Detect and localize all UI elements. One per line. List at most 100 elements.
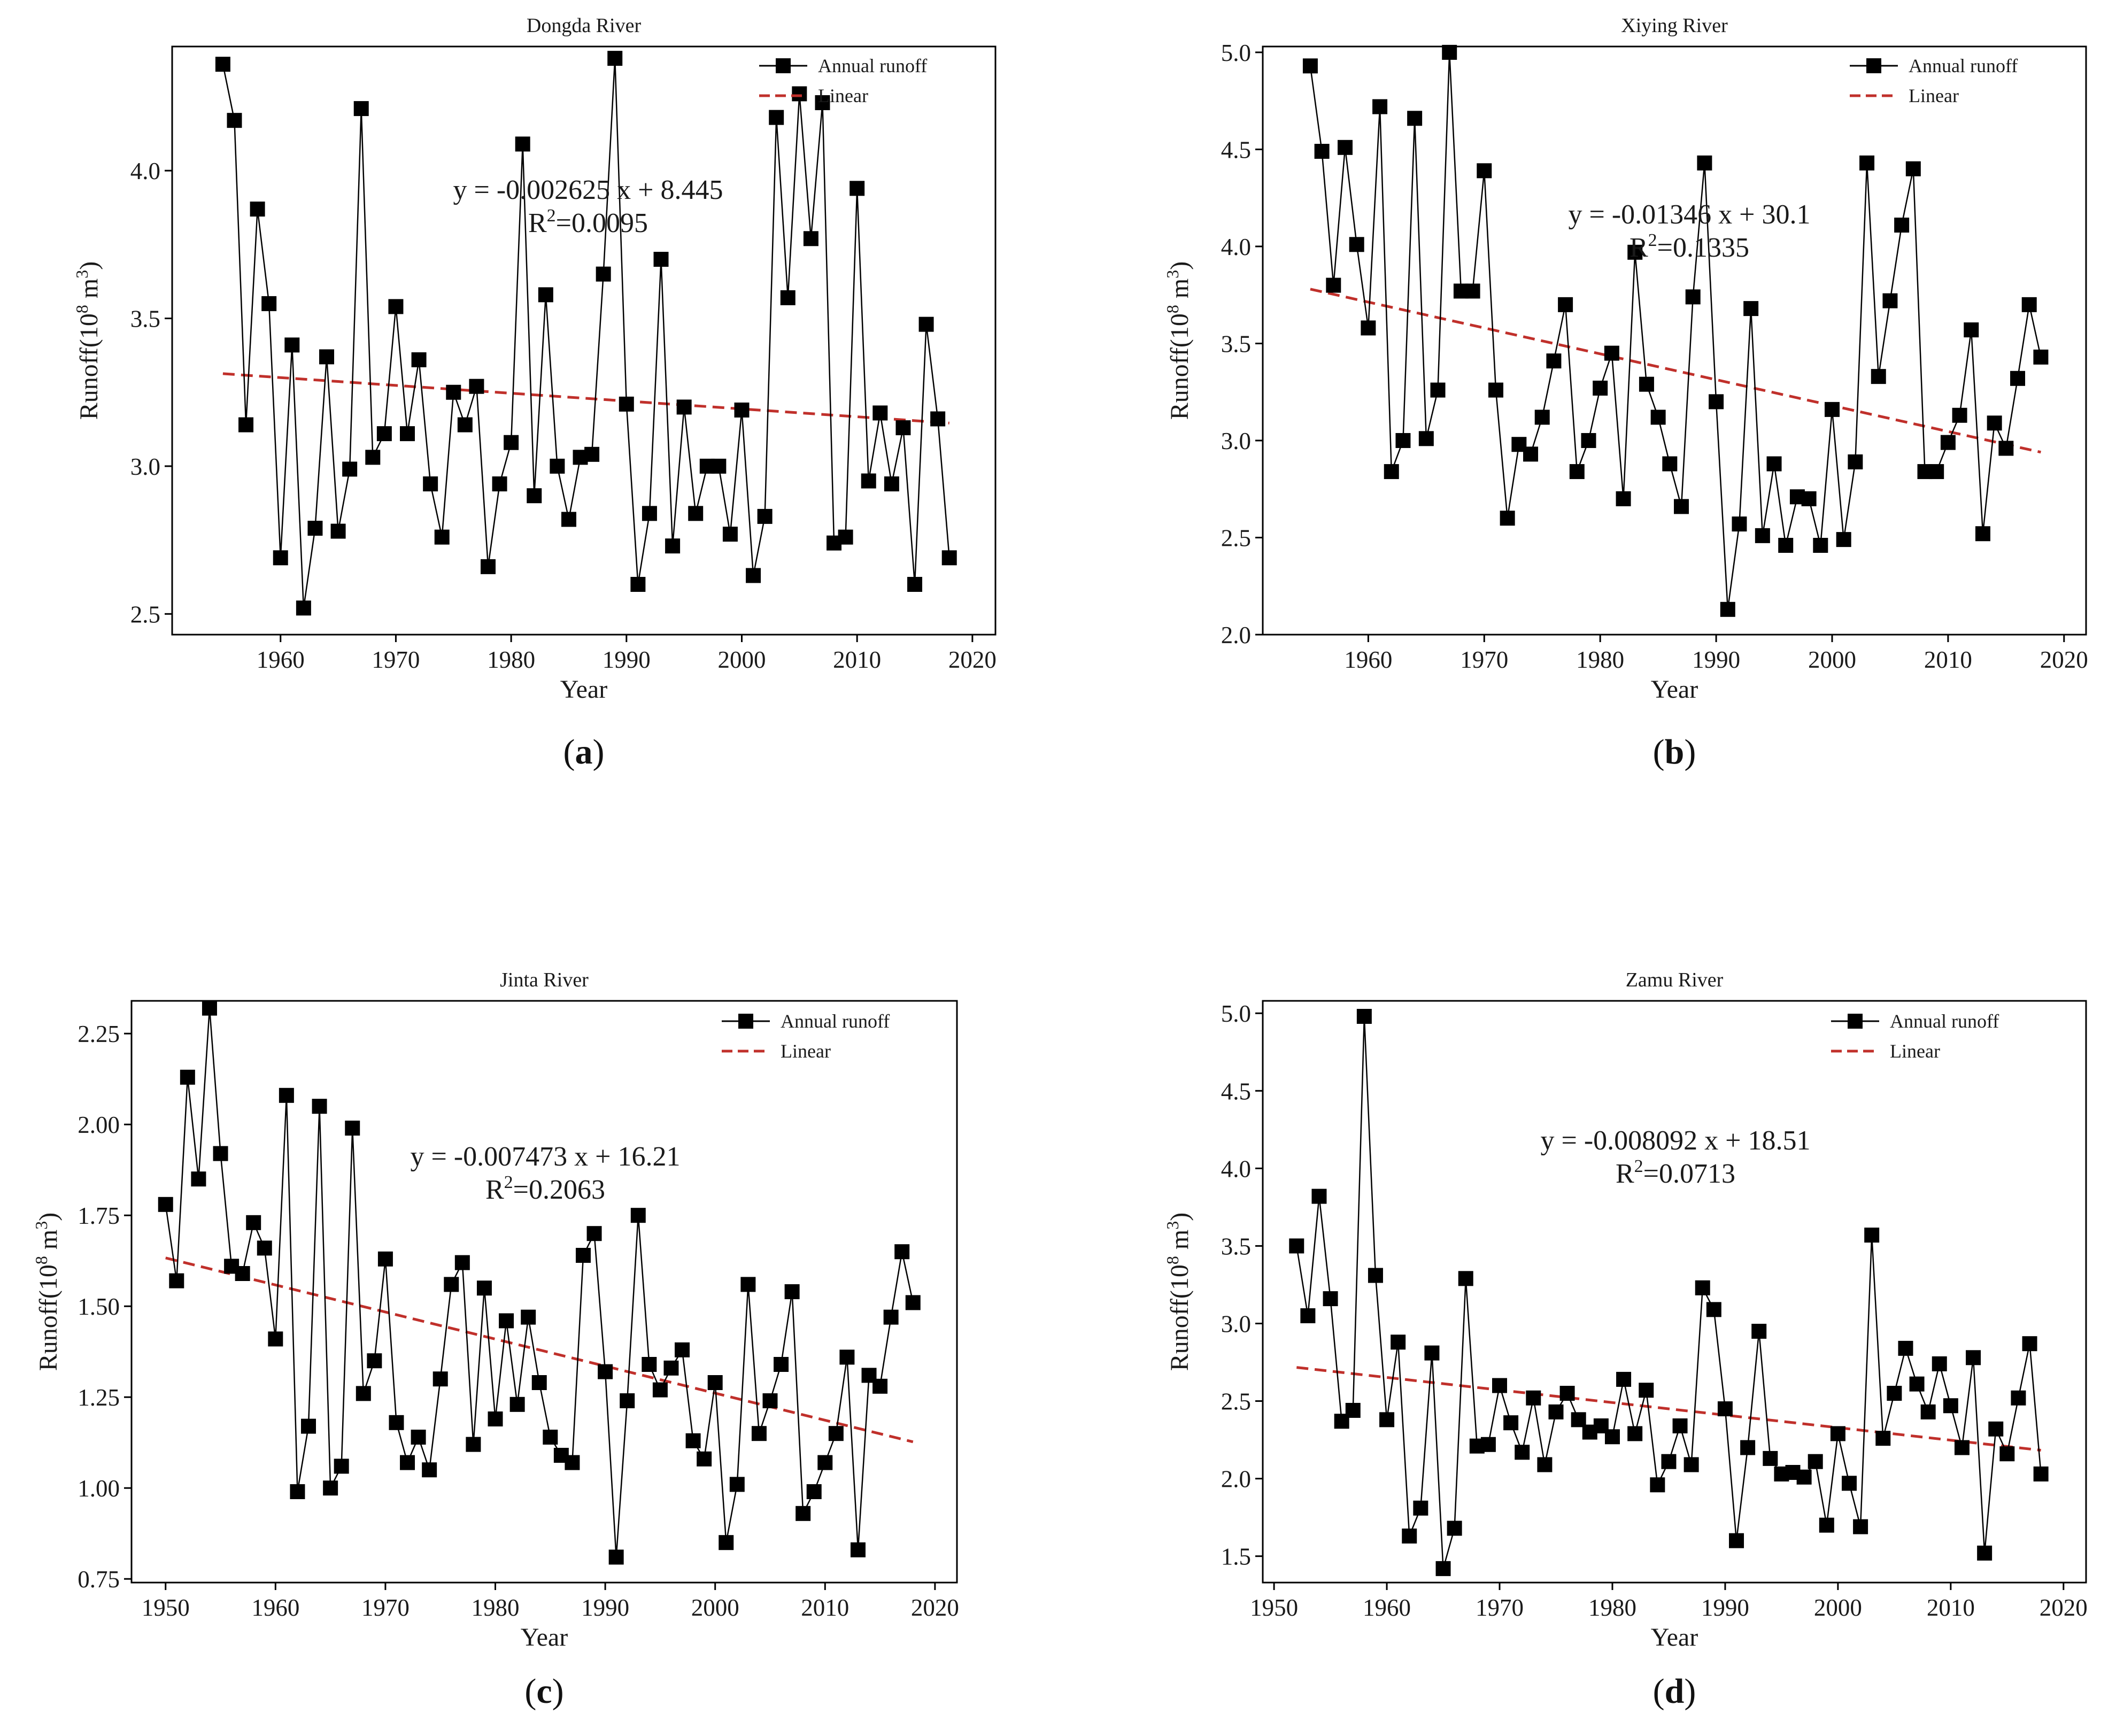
x-tick-label: 1980 [472, 1594, 520, 1621]
data-point [509, 1396, 525, 1412]
data-point [1824, 402, 1840, 417]
data-point [301, 1418, 316, 1434]
data-point [1755, 528, 1770, 543]
data-point [538, 287, 553, 303]
chart-title: Dongda River [527, 14, 642, 37]
data-point [334, 1459, 349, 1474]
data-point [1932, 1356, 1947, 1371]
x-axis-label: Year [1651, 1623, 1698, 1652]
data-point [1391, 1334, 1406, 1350]
data-point [905, 1295, 921, 1310]
y-tick-label: 1.00 [78, 1475, 120, 1502]
data-point [1998, 441, 2014, 456]
data-point [444, 1277, 459, 1292]
data-point [1379, 1412, 1395, 1428]
data-point [1424, 1345, 1440, 1361]
data-point [1465, 283, 1480, 299]
x-tick-label: 1970 [1476, 1594, 1524, 1621]
y-tick-label: 2.25 [78, 1021, 120, 1047]
data-point [1323, 1291, 1338, 1307]
data-point [1796, 1469, 1812, 1485]
y-tick-label: 5.0 [1221, 1000, 1251, 1027]
data-point [1356, 1009, 1372, 1024]
x-tick-label: 1980 [1576, 646, 1624, 673]
x-tick-label: 2000 [717, 646, 766, 673]
legend-series-marker [738, 1014, 753, 1029]
legend-series-marker [1866, 58, 1881, 73]
data-point [202, 1000, 217, 1016]
data-point [751, 1426, 767, 1441]
data-point [376, 426, 392, 442]
y-tick-label: 2.5 [1221, 524, 1251, 551]
series-line [1309, 52, 2042, 609]
data-point [586, 1226, 602, 1241]
data-point [250, 202, 265, 217]
series-line [165, 1008, 914, 1557]
data-point [1988, 1421, 2004, 1437]
data-point [1477, 163, 1492, 179]
data-point [839, 1349, 855, 1365]
data-point [941, 550, 957, 566]
data-point [1717, 1401, 1733, 1417]
data-point [353, 101, 369, 117]
data-point [607, 51, 623, 66]
y-tick-label: 4.5 [1221, 136, 1251, 163]
data-point [1604, 345, 1619, 361]
data-point [521, 1309, 536, 1325]
y-tick-label: 1.50 [78, 1293, 120, 1320]
regression-equation: y = -0.01346 x + 30.1 [1569, 199, 1811, 230]
data-point [1480, 1437, 1496, 1452]
data-point [688, 506, 704, 521]
data-point [1616, 1371, 1632, 1387]
data-point [1894, 217, 1910, 233]
data-point [191, 1171, 206, 1187]
legend-series-marker [1848, 1014, 1863, 1029]
data-point [2022, 1336, 2037, 1352]
y-tick-label: 1.75 [78, 1202, 120, 1229]
data-point [907, 577, 923, 592]
data-point [1729, 1533, 1744, 1548]
data-point [784, 1284, 800, 1299]
legend-series-label: Annual runoff [818, 55, 927, 76]
legend-series-label: Annual runoff [1890, 1010, 1999, 1032]
data-point [1345, 1402, 1361, 1418]
data-point [330, 523, 346, 539]
data-point [235, 1266, 250, 1281]
data-point [663, 1360, 679, 1376]
x-tick-label: 1960 [1363, 1594, 1411, 1621]
data-point [1372, 99, 1388, 114]
data-point [1808, 1454, 1823, 1469]
data-point [1848, 454, 1863, 469]
data-point [780, 290, 796, 305]
plot-frame [171, 45, 997, 636]
data-point [388, 299, 404, 314]
data-point [1548, 1404, 1564, 1419]
y-tick-label: 3.5 [1221, 1233, 1251, 1260]
data-point [1813, 538, 1828, 553]
data-point [1905, 161, 1921, 176]
data-point [1706, 1302, 1721, 1317]
data-point [1697, 155, 1712, 171]
data-point [400, 426, 415, 442]
trend-line [165, 1256, 914, 1444]
data-point [1627, 244, 1643, 260]
data-point [1650, 1477, 1665, 1493]
data-point [1975, 526, 1990, 542]
data-point [1458, 1271, 1473, 1286]
panel-caption: (b) [1653, 732, 1696, 771]
data-point [803, 231, 818, 246]
data-point [1604, 1429, 1620, 1445]
data-point [872, 1378, 888, 1394]
x-tick-label: 2000 [691, 1594, 739, 1621]
x-tick-label: 1960 [1344, 646, 1392, 673]
data-point [796, 1506, 811, 1521]
data-point [1546, 353, 1562, 369]
data-point [279, 1087, 294, 1103]
x-tick-label: 1990 [581, 1594, 629, 1621]
data-point [1898, 1340, 1913, 1356]
data-point [608, 1549, 624, 1565]
data-point [665, 538, 681, 554]
data-point [1999, 1446, 2015, 1462]
data-point [1407, 111, 1423, 126]
